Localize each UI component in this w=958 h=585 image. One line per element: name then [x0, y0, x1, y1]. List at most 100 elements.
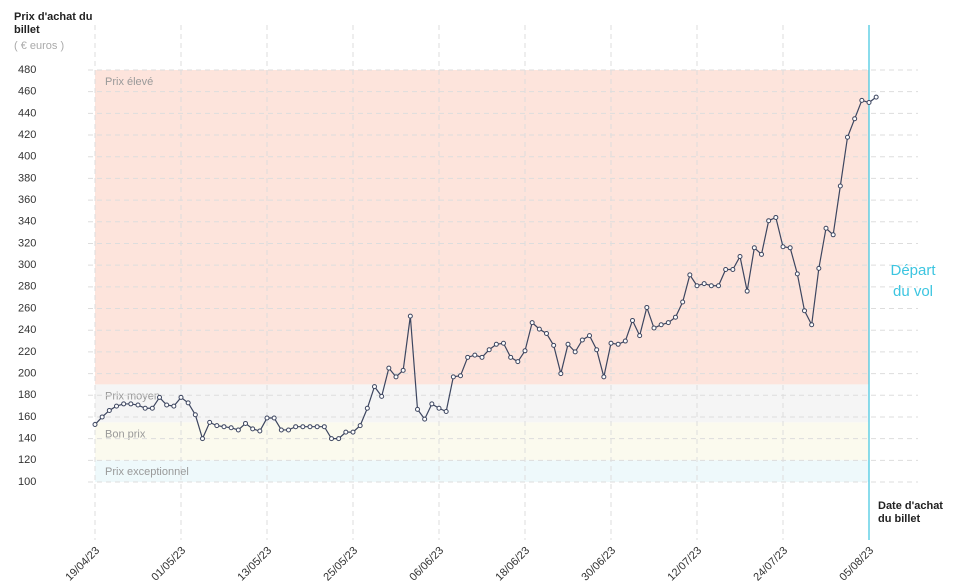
price-point	[293, 424, 299, 430]
y-tick-label: 320	[18, 237, 36, 249]
price-point	[622, 338, 628, 344]
price-point	[164, 402, 170, 408]
price-point	[658, 322, 664, 328]
y-axis-unit: ( € euros )	[14, 40, 65, 52]
price-band	[95, 422, 869, 461]
price-point	[114, 403, 119, 409]
x-tick-label: 13/05/23	[235, 545, 274, 584]
price-point	[673, 314, 678, 320]
price-point	[458, 373, 463, 379]
price-point	[780, 244, 786, 250]
price-point	[723, 266, 729, 272]
band-label: Prix moyen	[105, 390, 160, 402]
price-point	[121, 401, 127, 407]
price-point	[787, 245, 793, 251]
price-point	[522, 348, 528, 354]
price-point	[429, 401, 435, 407]
price-point	[321, 424, 327, 430]
price-point	[343, 429, 349, 435]
y-tick-label: 140	[18, 433, 36, 445]
price-point	[730, 266, 736, 272]
price-point	[235, 427, 241, 433]
price-point	[816, 265, 822, 271]
price-point	[615, 341, 621, 347]
price-point	[386, 365, 392, 371]
price-point	[228, 425, 234, 431]
price-band	[95, 70, 869, 385]
price-point	[479, 354, 485, 360]
price-point	[680, 299, 686, 305]
price-point	[178, 394, 184, 400]
price-point	[149, 405, 155, 411]
price-point	[142, 405, 148, 411]
price-point	[157, 394, 162, 400]
x-tick-label: 30/06/23	[579, 545, 618, 584]
price-point	[472, 352, 478, 358]
band-label: Prix élevé	[105, 76, 153, 88]
price-point	[200, 436, 205, 442]
price-point	[608, 340, 614, 346]
price-point	[544, 330, 549, 336]
price-point	[708, 283, 714, 289]
price-point	[637, 333, 643, 339]
price-point	[759, 251, 764, 257]
price-band	[95, 460, 869, 482]
price-point	[737, 253, 743, 259]
y-tick-label: 420	[18, 129, 36, 141]
price-point	[687, 272, 693, 278]
price-point	[630, 317, 635, 323]
y-axis-title: Prix d'achat du billet	[14, 11, 93, 36]
price-point	[859, 97, 865, 103]
y-tick-label: 120	[18, 454, 36, 466]
x-tick-label: 25/05/23	[321, 545, 360, 584]
price-point	[357, 423, 363, 429]
price-point	[422, 416, 428, 422]
price-point	[694, 283, 700, 289]
band-label: Bon prix	[105, 428, 146, 440]
x-tick-label: 06/06/23	[407, 545, 446, 584]
price-point	[744, 288, 750, 294]
price-point	[465, 354, 471, 360]
price-point	[364, 405, 370, 411]
x-tick-label: 24/07/23	[751, 545, 790, 584]
price-point	[271, 415, 277, 421]
y-tick-label: 220	[18, 346, 36, 358]
price-point	[501, 340, 506, 346]
y-tick-label: 280	[18, 281, 36, 293]
price-point	[716, 283, 721, 289]
price-point	[766, 218, 772, 224]
price-point	[830, 232, 836, 238]
y-tick-label: 260	[18, 302, 36, 314]
x-axis-title: Date d'achat du billet	[878, 500, 943, 525]
price-point	[221, 424, 227, 430]
price-point	[572, 349, 578, 355]
price-point	[286, 427, 291, 433]
price-point	[207, 419, 213, 425]
y-tick-label: 460	[18, 86, 36, 98]
price-point	[845, 134, 850, 140]
price-point	[407, 313, 413, 319]
y-tick-label: 100	[18, 476, 36, 488]
price-point	[393, 374, 399, 380]
price-point	[307, 424, 313, 430]
price-point	[135, 402, 141, 408]
price-point	[436, 405, 442, 411]
price-band	[95, 384, 869, 423]
price-point	[336, 436, 342, 442]
price-point	[99, 414, 105, 420]
price-point	[565, 341, 571, 347]
price-point	[515, 359, 521, 365]
price-point	[257, 428, 263, 434]
y-tick-label: 360	[18, 194, 36, 206]
price-point	[773, 214, 779, 220]
y-tick-label: 300	[18, 259, 36, 271]
price-point	[278, 427, 284, 433]
price-point	[558, 371, 564, 377]
y-tick-label: 480	[18, 64, 36, 76]
y-tick-label: 380	[18, 172, 36, 184]
price-point	[379, 393, 385, 399]
price-point	[601, 374, 607, 380]
price-point	[128, 401, 134, 407]
